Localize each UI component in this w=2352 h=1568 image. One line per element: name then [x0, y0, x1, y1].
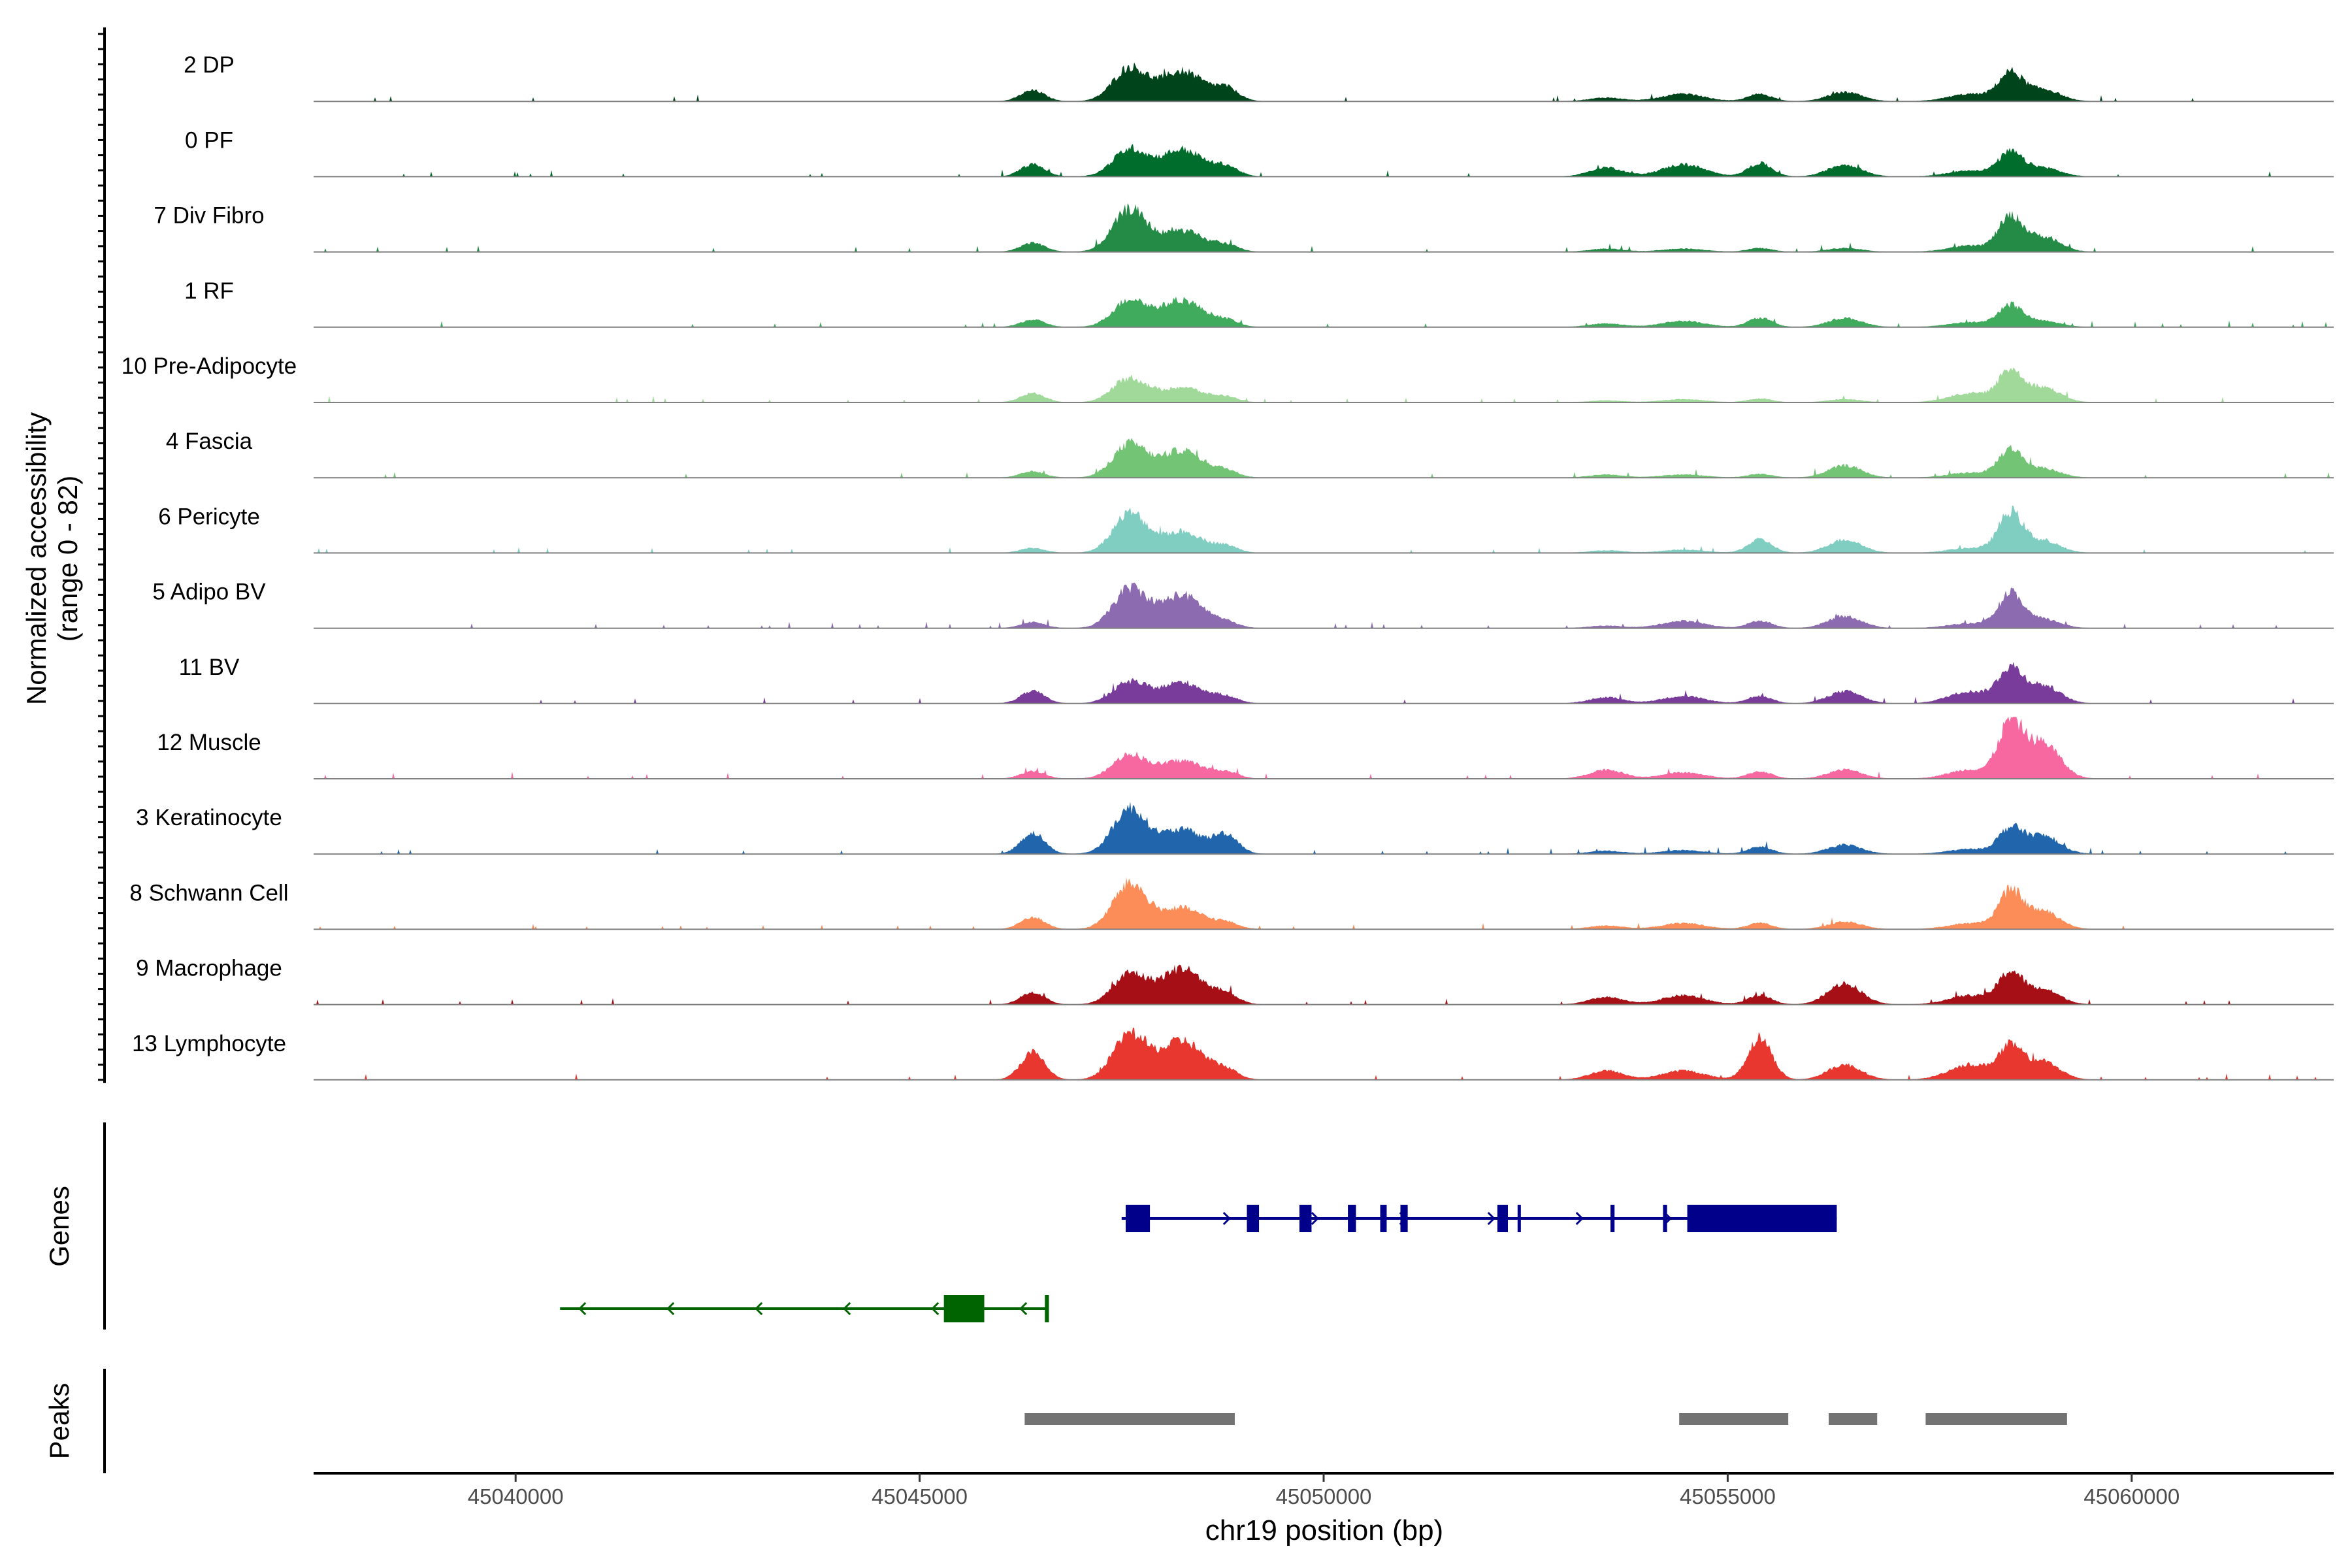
x-tick-label: 45040000	[468, 1484, 564, 1509]
strand-arrow	[1575, 1211, 1584, 1226]
peak-bar	[1024, 1413, 1235, 1425]
strand-arrow	[578, 1301, 587, 1316]
x-tick-label: 45050000	[1276, 1484, 1372, 1509]
exon	[1497, 1205, 1508, 1232]
track-label: 12 Muscle	[157, 730, 261, 755]
track-6-pericyte: 6 Pericyte	[158, 504, 2334, 554]
gene-pdzd7: Pdzd7	[560, 1295, 1049, 1322]
exon	[1247, 1205, 1260, 1232]
x-axis-title: chr19 position (bp)	[1205, 1514, 1443, 1546]
strand-arrow	[1311, 1211, 1319, 1226]
track-label: 10 Pre-Adipocyte	[122, 353, 297, 379]
x-tick-label: 45055000	[1680, 1484, 1776, 1509]
exon	[1380, 1205, 1387, 1232]
track-5-adipo-bv: 5 Adipo BV	[152, 580, 2334, 629]
x-tick-label: 45060000	[2083, 1484, 2180, 1509]
track-label: 6 Pericyte	[158, 504, 260, 529]
track-1-rf: 1 RF	[184, 278, 2334, 328]
coverage-area	[314, 203, 2334, 252]
coverage-area	[314, 296, 2334, 327]
track-label: 1 RF	[184, 278, 234, 304]
x-axis: 45040000 45045000 45050000 45055000 45060000	[468, 1473, 2180, 1509]
exon	[1663, 1205, 1667, 1232]
gene-sfxn3: Sfxn3	[1121, 1205, 1837, 1232]
coverage-tracks: 2 DP 0 PF 7 Div Fibro 1 RF 10 Pre-Adipocyte 4…	[122, 52, 2334, 1081]
peak-bar	[1679, 1413, 1789, 1425]
exon	[1517, 1205, 1521, 1232]
exon	[1045, 1295, 1049, 1322]
peaks-panel	[1024, 1413, 2067, 1425]
peak-bar	[1925, 1413, 2067, 1425]
coverage-area	[314, 438, 2334, 478]
track-10-pre-adipocyte: 10 Pre-Adipocyte	[122, 353, 2334, 403]
peaks-panel-label: Peaks	[44, 1383, 74, 1460]
y-axis-title-line1: Normalized accessibility	[21, 412, 52, 705]
strand-arrow	[1487, 1211, 1495, 1226]
coverage-area	[314, 582, 2334, 629]
track-label: 3 Keratinocyte	[136, 805, 282, 830]
exon	[1400, 1205, 1408, 1232]
coverage-area	[314, 717, 2334, 779]
coverage-area	[314, 964, 2334, 1005]
track-label: 2 DP	[184, 52, 235, 78]
coverage-area	[314, 144, 2334, 177]
track-label: 9 Macrophage	[136, 956, 282, 981]
x-tick-label: 45045000	[872, 1484, 968, 1509]
track-label: 7 Div Fibro	[154, 203, 264, 229]
genes-panel: Sfxn3 Pdzd7	[560, 1205, 1837, 1322]
coverage-area	[314, 877, 2334, 930]
track-0-pf: 0 PF	[185, 127, 2334, 178]
track-label: 11 BV	[179, 655, 240, 680]
exon	[943, 1295, 985, 1322]
track-8-schwann-cell: 8 Schwann Cell	[129, 877, 2334, 930]
track-label: 13 Lymphocyte	[132, 1031, 286, 1056]
strand-arrow	[1019, 1301, 1028, 1316]
exon	[1610, 1205, 1615, 1232]
strand-arrow	[755, 1301, 763, 1316]
track-label: 0 PF	[185, 127, 233, 153]
track-4-fascia: 4 Fascia	[166, 429, 2334, 479]
track-3-keratinocyte: 3 Keratinocyte	[136, 802, 2334, 855]
peak-bar	[1829, 1413, 1878, 1425]
track-12-muscle: 12 Muscle	[157, 717, 2334, 779]
y-axis	[98, 27, 106, 1083]
coverage-area	[314, 367, 2334, 402]
strand-arrow	[931, 1301, 939, 1316]
exon	[1125, 1205, 1151, 1232]
strand-arrow	[843, 1301, 851, 1316]
exon	[1687, 1205, 1837, 1232]
exon	[1299, 1205, 1312, 1232]
track-2-dp: 2 DP	[184, 52, 2334, 103]
coverage-area	[314, 662, 2334, 704]
track-label: 5 Adipo BV	[152, 580, 266, 605]
coverage-area	[314, 1027, 2334, 1080]
coverage-area	[314, 62, 2334, 102]
strand-arrow	[1222, 1211, 1231, 1226]
genes-panel-label: Genes	[44, 1186, 74, 1267]
track-label: 8 Schwann Cell	[129, 880, 288, 906]
track-7-div-fibro: 7 Div Fibro	[154, 203, 2334, 253]
track-label: 4 Fascia	[166, 429, 253, 454]
strand-arrow	[666, 1301, 675, 1316]
y-axis-title-line2: (range 0 - 82)	[52, 476, 83, 642]
coverage-area	[314, 505, 2334, 553]
track-9-macrophage: 9 Macrophage	[136, 956, 2334, 1005]
track-13-lymphocyte: 13 Lymphocyte	[132, 1027, 2334, 1081]
track-11-bv: 11 BV	[179, 655, 2334, 704]
coverage-area	[314, 802, 2334, 855]
exon	[1348, 1205, 1356, 1232]
